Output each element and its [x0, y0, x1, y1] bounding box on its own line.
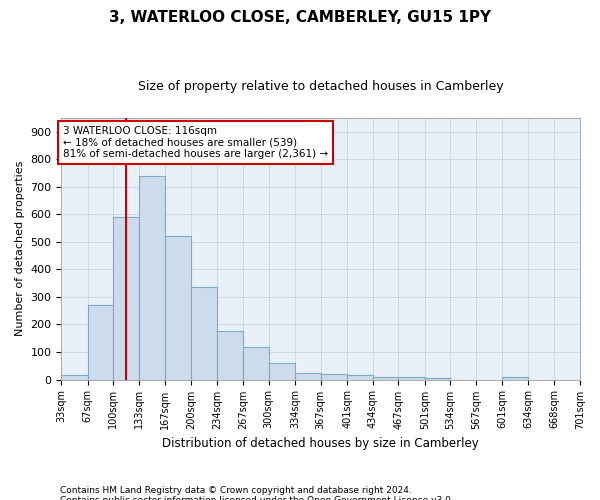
Text: Contains HM Land Registry data © Crown copyright and database right 2024.: Contains HM Land Registry data © Crown c… [60, 486, 412, 495]
Bar [373, 377, 398, 380]
X-axis label: Distribution of detached houses by size in Camberley: Distribution of detached houses by size … [163, 437, 479, 450]
Bar [269, 363, 295, 380]
Bar [191, 288, 217, 380]
Text: Contains public sector information licensed under the Open Government Licence v3: Contains public sector information licen… [60, 496, 454, 500]
Bar [61, 376, 88, 380]
Bar [347, 376, 373, 380]
Bar [88, 305, 113, 380]
Title: Size of property relative to detached houses in Camberley: Size of property relative to detached ho… [138, 80, 503, 93]
Bar [243, 346, 269, 380]
Bar [398, 377, 425, 380]
Text: 3 WATERLOO CLOSE: 116sqm
← 18% of detached houses are smaller (539)
81% of semi-: 3 WATERLOO CLOSE: 116sqm ← 18% of detach… [63, 126, 328, 159]
Bar [113, 217, 139, 380]
Bar [217, 332, 243, 380]
Bar [321, 374, 347, 380]
Y-axis label: Number of detached properties: Number of detached properties [15, 161, 25, 336]
Bar [139, 176, 166, 380]
Bar [295, 372, 321, 380]
Bar [502, 378, 528, 380]
Bar [166, 236, 191, 380]
Text: 3, WATERLOO CLOSE, CAMBERLEY, GU15 1PY: 3, WATERLOO CLOSE, CAMBERLEY, GU15 1PY [109, 10, 491, 25]
Bar [425, 378, 451, 380]
